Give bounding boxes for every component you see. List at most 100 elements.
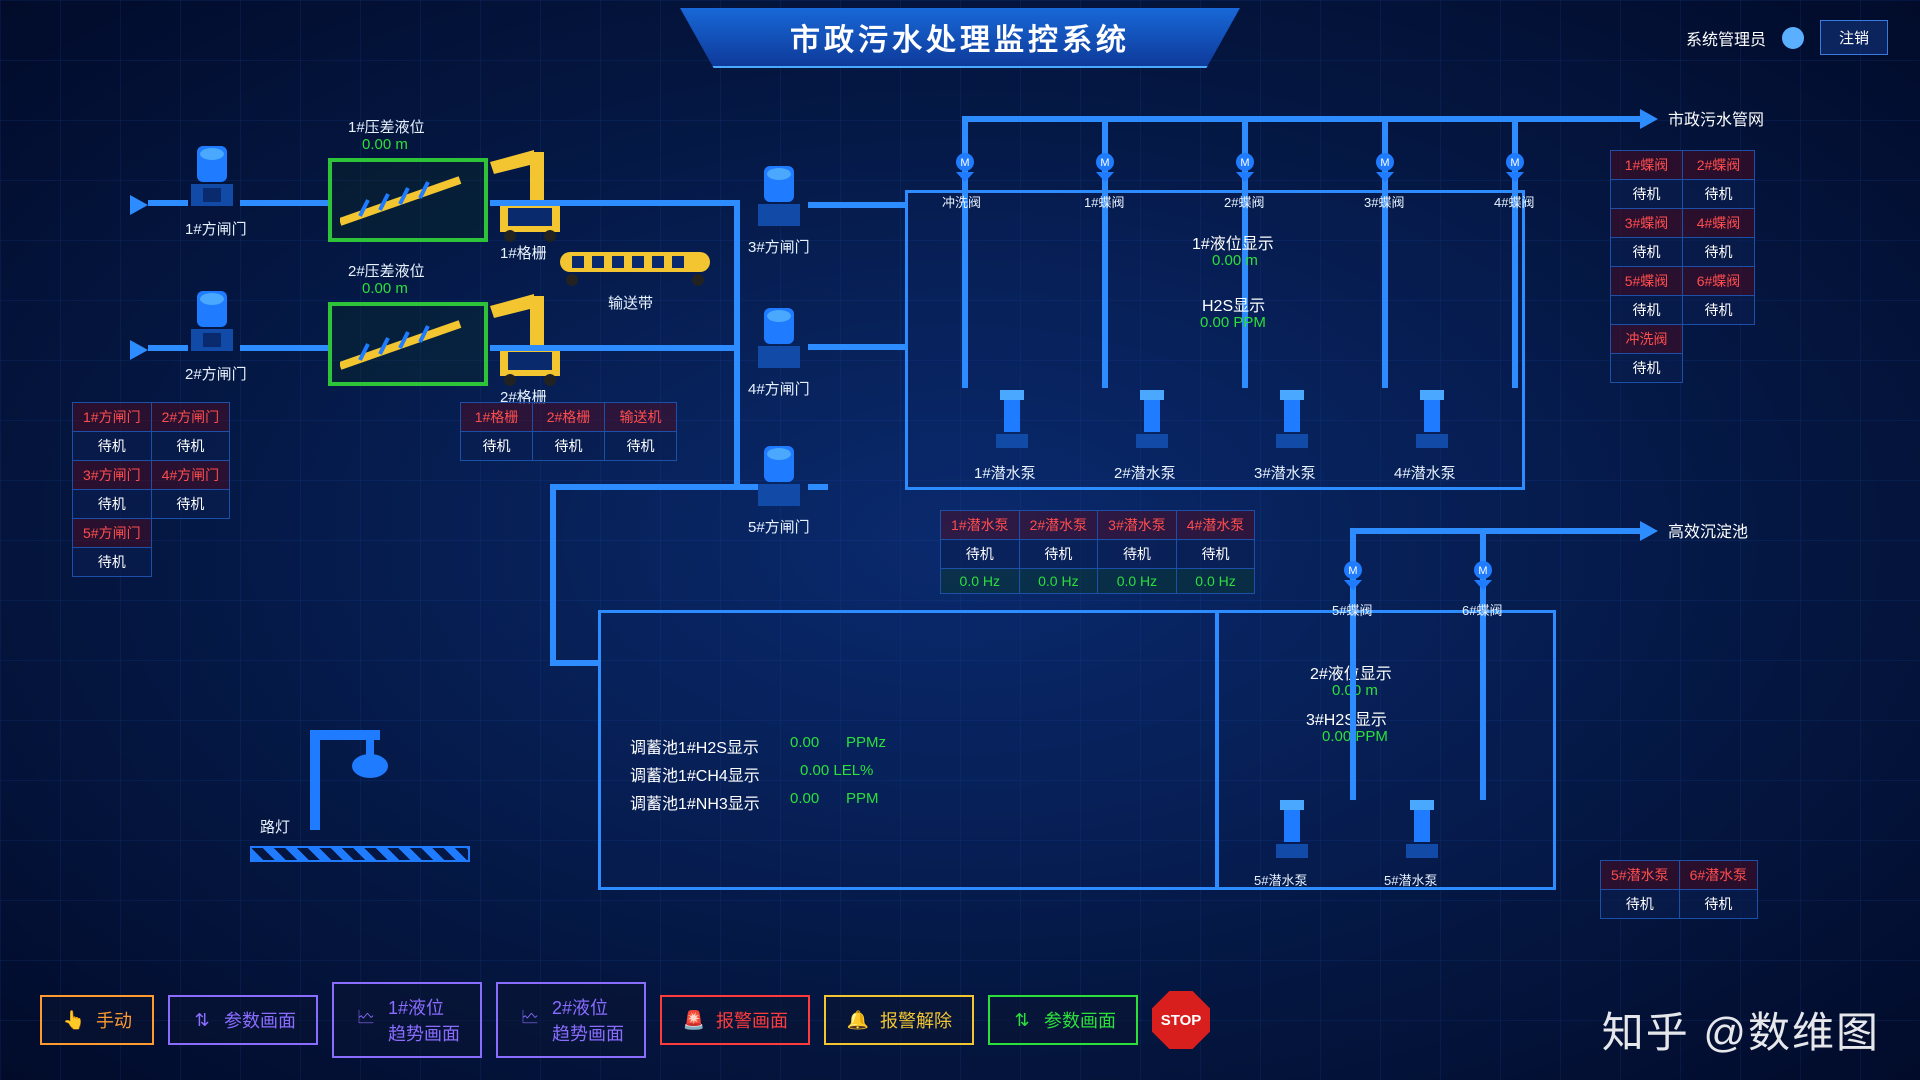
r2-label: 调蓄池1#CH4显示	[630, 762, 760, 786]
button-row: 👆手动 ⇅参数画面 🗠1#液位趋势画面 🗠2#液位趋势画面 🚨报警画面 🔔报警解…	[40, 982, 1210, 1058]
conveyor-icon	[560, 244, 710, 288]
r3-label: 调蓄池1#NH3显示	[630, 790, 760, 814]
r2-val: 0.00 LEL%	[800, 762, 873, 779]
gate-2-icon	[185, 285, 239, 355]
bell-off-icon: 🔔	[846, 1008, 870, 1032]
valve-1-icon: M	[1090, 152, 1120, 182]
pipe	[1350, 528, 1640, 534]
outlet-label: 市政污水管网	[1668, 106, 1764, 130]
subpump-2-icon	[1130, 390, 1174, 454]
alarm-label: 报警画面	[716, 1007, 788, 1033]
valve-6-label: 6#蝶阀	[1462, 600, 1502, 619]
pipe	[148, 345, 188, 351]
valve-3-icon: M	[1370, 152, 1400, 182]
subpump-5-label: 5#潜水泵	[1254, 870, 1307, 889]
inlet-arrow-icon	[130, 340, 148, 360]
manual-button[interactable]: 👆手动	[40, 995, 154, 1045]
crane-1-icon	[490, 132, 570, 242]
trend2-button[interactable]: 🗠 2#液位趋势画面	[496, 982, 646, 1058]
valve-5-label: 5#蝶阀	[1332, 600, 1372, 619]
gates-status-table: 1#方闸门2#方闸门 待机待机 3#方闸门4#方闸门 待机待机 5#方闸门 待机	[72, 402, 230, 577]
wash-valve-label: 冲洗阀	[942, 192, 981, 211]
svg-text:M: M	[1380, 157, 1389, 169]
street-lamp-icon	[300, 720, 420, 860]
param2-button[interactable]: ⇅参数画面	[988, 995, 1138, 1045]
gate-3-label: 3#方闸门	[748, 236, 810, 257]
subpump-4-label: 4#潜水泵	[1394, 462, 1456, 483]
stop-button[interactable]: STOP	[1152, 991, 1210, 1049]
sliders-icon: ⇅	[190, 1008, 214, 1032]
trend1-button[interactable]: 🗠 1#液位趋势画面	[332, 982, 482, 1058]
screen-icon	[340, 316, 474, 372]
manual-label: 手动	[96, 1007, 132, 1033]
r1-unit: PPMz	[846, 734, 886, 751]
valve-4-icon: M	[1500, 152, 1530, 182]
pumps1-status-table: 1#潜水泵2#潜水泵3#潜水泵4#潜水泵 待机待机待机待机 0.0 Hz0.0 …	[940, 510, 1255, 594]
subpump-2-label: 2#潜水泵	[1114, 462, 1176, 483]
press1-label: 1#压差液位	[348, 116, 425, 137]
subpump-1-label: 1#潜水泵	[974, 462, 1036, 483]
screen-icon	[340, 172, 474, 228]
pipe	[734, 200, 740, 490]
svg-text:M: M	[1510, 157, 1519, 169]
svg-text:M: M	[960, 157, 969, 169]
grid1-label: 1#格栅	[500, 242, 547, 263]
pipe	[550, 660, 600, 666]
pipe	[808, 484, 828, 490]
basin-3	[1216, 610, 1556, 890]
valve-2-icon: M	[1230, 152, 1260, 182]
gate-3-icon	[752, 160, 806, 230]
chart-icon: 🗠	[518, 1008, 542, 1032]
valve-3-label: 3#蝶阀	[1364, 192, 1404, 211]
subpump-6-label: 5#潜水泵	[1384, 870, 1437, 889]
pipe	[962, 116, 1642, 122]
r1-val: 0.00	[790, 734, 819, 751]
r1-label: 调蓄池1#H2S显示	[630, 734, 759, 758]
pipe	[240, 345, 330, 351]
pipe	[550, 484, 734, 490]
param2-label: 参数画面	[1044, 1007, 1116, 1033]
level1-value: 0.00 m	[1212, 252, 1258, 269]
trend1-label: 1#液位趋势画面	[388, 994, 460, 1046]
lamp-label: 路灯	[260, 816, 290, 837]
crane-2-icon	[490, 276, 570, 386]
conveyor-label: 输送带	[608, 292, 653, 313]
subpump-1-icon	[990, 390, 1034, 454]
press2-value: 0.00 m	[362, 280, 408, 297]
valve-2-label: 2#蝶阀	[1224, 192, 1264, 211]
valves-status-table: 1#蝶阀2#蝶阀 待机待机 3#蝶阀4#蝶阀 待机待机 5#蝶阀6#蝶阀 待机待…	[1610, 150, 1755, 383]
press1-value: 0.00 m	[362, 136, 408, 153]
svg-text:M: M	[1240, 157, 1249, 169]
valve-4-label: 4#蝶阀	[1494, 192, 1534, 211]
subpump-3-label: 3#潜水泵	[1254, 462, 1316, 483]
outlet2-arrow-icon	[1640, 521, 1658, 541]
gate-4-label: 4#方闸门	[748, 378, 810, 399]
subpump-4-icon	[1410, 390, 1454, 454]
param1-button[interactable]: ⇅参数画面	[168, 995, 318, 1045]
gate-4-icon	[752, 302, 806, 372]
inlet-arrow-icon	[130, 195, 148, 215]
svg-text:M: M	[1100, 157, 1109, 169]
ground-hatch	[250, 846, 470, 862]
gate-5-label: 5#方闸门	[748, 516, 810, 537]
trend2-label: 2#液位趋势画面	[552, 994, 624, 1046]
gate-1-icon	[185, 140, 239, 210]
press2-label: 2#压差液位	[348, 260, 425, 281]
grids-status-table: 1#格栅2#格栅输送机 待机待机待机	[460, 402, 677, 461]
valve-5-icon: M	[1338, 560, 1368, 590]
subpump-6-icon	[1400, 800, 1444, 864]
pipe	[808, 202, 908, 208]
svg-text:M: M	[1478, 565, 1487, 577]
pumps2-status-table: 5#潜水泵6#潜水泵 待机待机	[1600, 860, 1758, 919]
r3-val: 0.00	[790, 790, 819, 807]
h2s-label: H2S显示	[1202, 292, 1265, 316]
subpump-3-icon	[1270, 390, 1314, 454]
chart-icon: 🗠	[354, 1008, 378, 1032]
alarm-clear-button[interactable]: 🔔报警解除	[824, 995, 974, 1045]
gate-2-label: 2#方闸门	[185, 363, 247, 384]
alarm-button[interactable]: 🚨 报警画面	[660, 995, 810, 1045]
pipe	[490, 345, 740, 351]
pipe	[808, 344, 908, 350]
alarm-icon: 🚨	[682, 1008, 706, 1032]
pipe	[550, 484, 556, 664]
